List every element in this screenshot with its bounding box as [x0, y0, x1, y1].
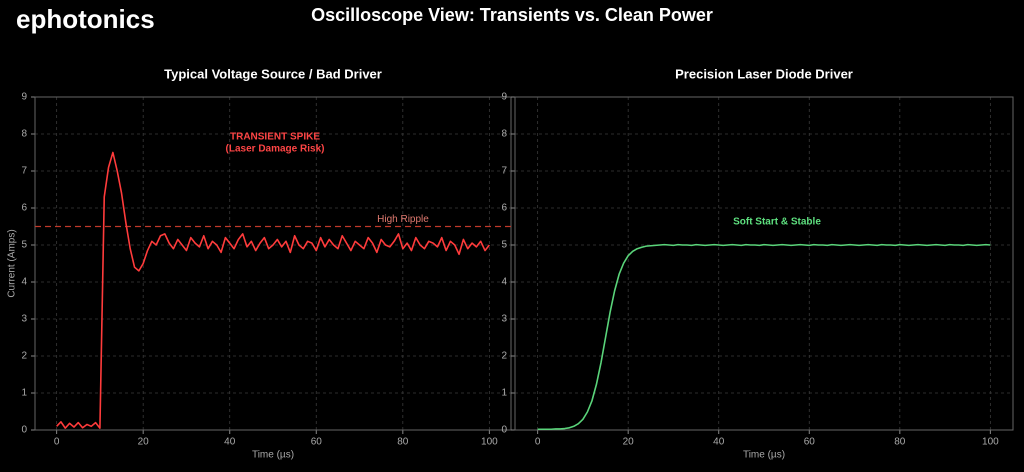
y-tick-label: 9 [21, 92, 27, 103]
y-tick-label: 2 [21, 351, 27, 362]
y-tick-label: 9 [501, 92, 507, 103]
y-tick-label: 3 [21, 314, 27, 325]
panel-title: Precision Laser Diode Driver [675, 66, 853, 81]
x-tick-label: 20 [138, 437, 150, 448]
annotation: (Laser Damage Risk) [226, 144, 325, 155]
axes-frame [34, 96, 512, 431]
page-title: Oscilloscope View: Transients vs. Clean … [311, 5, 713, 25]
y-tick-label: 7 [21, 166, 27, 177]
data-line [537, 243, 991, 431]
threshold-label: High Ripple [377, 214, 429, 225]
x-axis-label: Time (µs) [743, 450, 785, 461]
y-tick-label: 1 [21, 388, 27, 399]
panel-title: Typical Voltage Source / Bad Driver [164, 66, 382, 81]
y-tick-label: 7 [501, 166, 507, 177]
x-tick-label: 0 [535, 437, 541, 448]
x-tick-label: 100 [481, 437, 498, 448]
x-tick-label: 40 [224, 437, 236, 448]
y-tick-label: 1 [501, 388, 507, 399]
y-tick-label: 6 [21, 203, 27, 214]
x-tick-label: 60 [804, 437, 816, 448]
x-tick-label: 60 [311, 437, 323, 448]
data-line [56, 151, 490, 429]
x-tick-label: 40 [713, 437, 725, 448]
y-tick-label: 6 [501, 203, 507, 214]
y-tick-label: 0 [21, 425, 27, 436]
y-tick-label: 8 [501, 129, 507, 140]
y-tick-label: 5 [21, 240, 27, 251]
x-tick-label: 0 [54, 437, 60, 448]
x-tick-label: 20 [623, 437, 635, 448]
y-tick-label: 8 [21, 129, 27, 140]
annotation: Soft Start & Stable [733, 217, 821, 228]
x-tick-label: 80 [894, 437, 906, 448]
y-tick-label: 2 [501, 351, 507, 362]
y-tick-label: 3 [501, 314, 507, 325]
annotation: TRANSIENT SPIKE [230, 132, 320, 143]
axes-frame [514, 96, 1014, 431]
y-tick-label: 0 [501, 425, 507, 436]
logo: ephotonics [16, 4, 155, 34]
x-tick-label: 80 [397, 437, 409, 448]
y-tick-label: 4 [501, 277, 507, 288]
x-axis-label: Time (µs) [252, 450, 294, 461]
y-axis-label: Current (Amps) [7, 229, 18, 297]
y-tick-label: 5 [501, 240, 507, 251]
y-tick-label: 4 [21, 277, 27, 288]
x-tick-label: 100 [982, 437, 999, 448]
